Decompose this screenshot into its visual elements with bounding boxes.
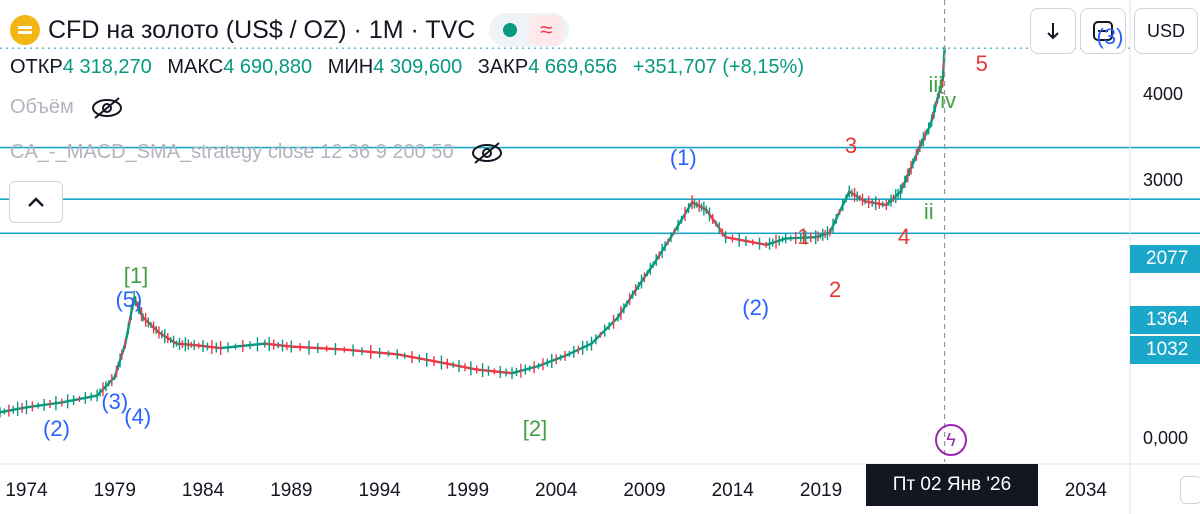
wave-label: (2) (43, 415, 70, 441)
scroll-down-button[interactable] (1030, 8, 1076, 54)
wave-label: (5) (115, 286, 143, 312)
wave-label: 4 (897, 224, 911, 250)
y-zero-label: 0,000 (1143, 428, 1189, 448)
approx-wave-icon[interactable]: ≈ (529, 15, 564, 45)
wave-label: (3) (101, 389, 129, 415)
symbol-header: CFD на золото (US$ / OZ) · 1M · TVC ≈ (10, 12, 570, 48)
fullscreen-icon (1093, 21, 1113, 41)
x-tick-label: 2034 (1064, 480, 1107, 501)
x-tick-label: 2009 (623, 480, 666, 501)
gold-bars-icon (10, 15, 40, 45)
wave-label: [2] (522, 415, 548, 441)
volume-study[interactable]: Объём (10, 96, 124, 119)
ohlc-legend: ОТКР4 318,270 МАКС4 690,880 МИН4 309,600… (10, 56, 814, 79)
arrow-down-icon (1047, 23, 1059, 40)
chevron-up-icon (28, 197, 44, 207)
wave-label: (4) (124, 404, 152, 430)
volume-label: Объём (10, 96, 74, 118)
x-tick-label: 1979 (93, 480, 136, 501)
x-tick-label: 1984 (181, 480, 225, 501)
low-label: МИН (327, 56, 374, 78)
wave-label: iii (928, 72, 944, 98)
high-label: МАКС (167, 56, 224, 78)
flash-icon[interactable]: ϟ (935, 424, 967, 456)
price-series (0, 46, 946, 418)
horizontal-levels (0, 47, 1200, 235)
y-tick-label: 4000 (1143, 84, 1184, 104)
x-tick-label: 2019 (799, 480, 843, 501)
strategy-study[interactable]: CA_-_MACD_SMA_strategy close 12 36 9 200… (10, 141, 504, 164)
high-value: 4 690,880 (223, 56, 313, 78)
x-tick-label: 1999 (446, 480, 490, 501)
symbol-title[interactable]: CFD на золото (US$ / OZ) · 1M · TVC (48, 15, 476, 44)
y-tick-label: 3000 (1143, 170, 1184, 190)
corner-button[interactable] (1180, 476, 1200, 504)
wave-label: 3 (844, 133, 858, 159)
x-tick-label: 1974 (5, 480, 48, 501)
strategy-label: CA_-_MACD_SMA_strategy close 12 36 9 200… (10, 141, 454, 163)
level-label-1364: 1364 (1130, 306, 1200, 334)
x-tick-label: 2014 (711, 480, 754, 501)
fullscreen-button[interactable] (1080, 8, 1126, 54)
change-value: +351,707 (+8,15%) (632, 56, 804, 78)
x-tick-label: 1989 (270, 480, 313, 501)
close-value: 4 669,656 (528, 56, 618, 78)
wave-label: (2) (742, 295, 770, 321)
wave-label: 2 (829, 277, 842, 303)
wave-label: iv (940, 87, 957, 113)
wave-label: ii (923, 198, 934, 224)
eye-hidden-icon[interactable] (90, 96, 124, 119)
open-value: 4 318,270 (62, 56, 152, 78)
close-label: ЗАКР (477, 56, 529, 78)
open-label: ОТКР (10, 56, 63, 78)
currency-button[interactable]: USD (1134, 8, 1198, 54)
level-label-2077: 2077 (1130, 245, 1200, 273)
x-tick-label: 1994 (358, 480, 401, 501)
wave-label: [1] (123, 262, 149, 288)
collapse-legend-button[interactable] (9, 181, 63, 223)
low-value: 4 309,600 (373, 56, 463, 78)
status-pill[interactable]: ≈ (489, 13, 570, 47)
level-label-1032: 1032 (1130, 336, 1200, 364)
market-open-dot-icon (503, 23, 518, 37)
wave-label: 1 (797, 224, 810, 250)
wave-label: 5 (975, 51, 988, 77)
crosshair-date-label: Пт 02 Янв '26 (866, 464, 1038, 506)
eye-hidden-icon[interactable] (470, 141, 504, 164)
wave-label: (1) (669, 145, 697, 171)
wave-label: (3) (1096, 24, 1124, 50)
x-tick-label: 2004 (535, 480, 578, 501)
